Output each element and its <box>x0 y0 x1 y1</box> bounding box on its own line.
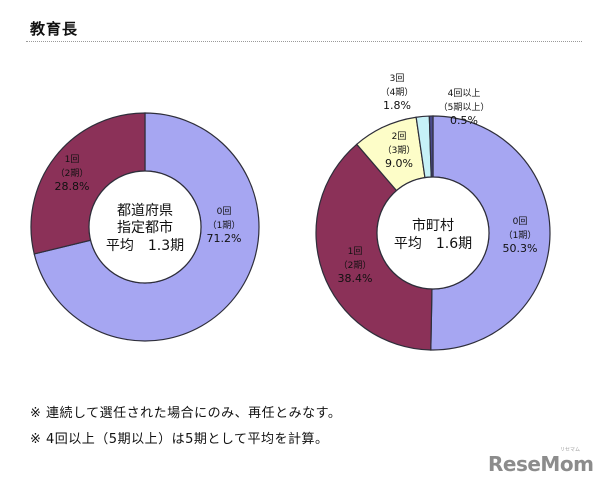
donut-1-center-hole <box>88 170 202 284</box>
donut-2-slice-2-label-line-3: 38.4% <box>338 272 373 285</box>
donut-2-slice-3-label-line-1: 2回 <box>392 131 407 142</box>
donut-2-slice-2-label-line-1: 1回 <box>348 246 363 257</box>
donut-2-center-line-1: 市町村 <box>412 217 454 234</box>
donut-1-center-line-3: 平均 1.3期 <box>106 238 184 254</box>
donut-1-center-line-2: 指定都市 <box>117 219 173 236</box>
title-divider <box>26 41 582 42</box>
donut-1-slice-1-label-line-3: 71.2% <box>207 232 242 245</box>
donut-2-slice-5-label-line-1: 4回以上 <box>448 88 481 99</box>
donut-2-slice-1-label-line-3: 50.3% <box>503 242 538 255</box>
donut-1-slice-2-label-line-2: （2期） <box>56 168 89 179</box>
donut-2-slice-5-label-line-3: 0.5% <box>450 114 478 127</box>
donut-1-center-line-1: 都道府県 <box>117 203 173 219</box>
donut-2-slice-4-label-line-2: （4期） <box>381 87 414 98</box>
donut-2-slice-3-label-line-2: （3期） <box>383 145 416 156</box>
donut-2-slice-3-label-line-3: 9.0% <box>385 157 413 170</box>
resemom-logo: ReseMom <box>488 452 594 476</box>
section-title: 教育長 <box>30 20 79 38</box>
donut-2-slice-1-label-line-1: 0回 <box>513 216 528 227</box>
resemom-logo-subtext: リセマム <box>560 447 581 453</box>
donut-1-slice-1-label-line-2: （1期） <box>208 220 241 231</box>
donut-1-slice-1-label-line-1: 0回 <box>217 206 232 217</box>
donut-2-slice-1-label-line-2: （1期） <box>504 230 537 241</box>
footnote-reappointment: ※ 連続して選任された場合にのみ、再任とみなす。 <box>30 406 342 421</box>
donut-2-center-line-2: 平均 1.6期 <box>394 236 472 252</box>
footnote-average: ※ 4回以上（5期以上）は5期として平均を計算。 <box>30 432 329 447</box>
donut-1-slice-2-label-line-1: 1回 <box>65 154 80 165</box>
donut-2-center-hole <box>376 176 490 290</box>
donut-1-slice-2-label-line-3: 28.8% <box>55 180 90 193</box>
donut-2-slice-2-label-line-2: （2期） <box>339 260 372 271</box>
donut-2-slice-4-label-line-3: 1.8% <box>383 99 411 112</box>
donut-2-slice-5-label-line-2: （5期以上） <box>439 102 490 113</box>
donut-2-slice-4-label-line-1: 3回 <box>390 73 405 84</box>
